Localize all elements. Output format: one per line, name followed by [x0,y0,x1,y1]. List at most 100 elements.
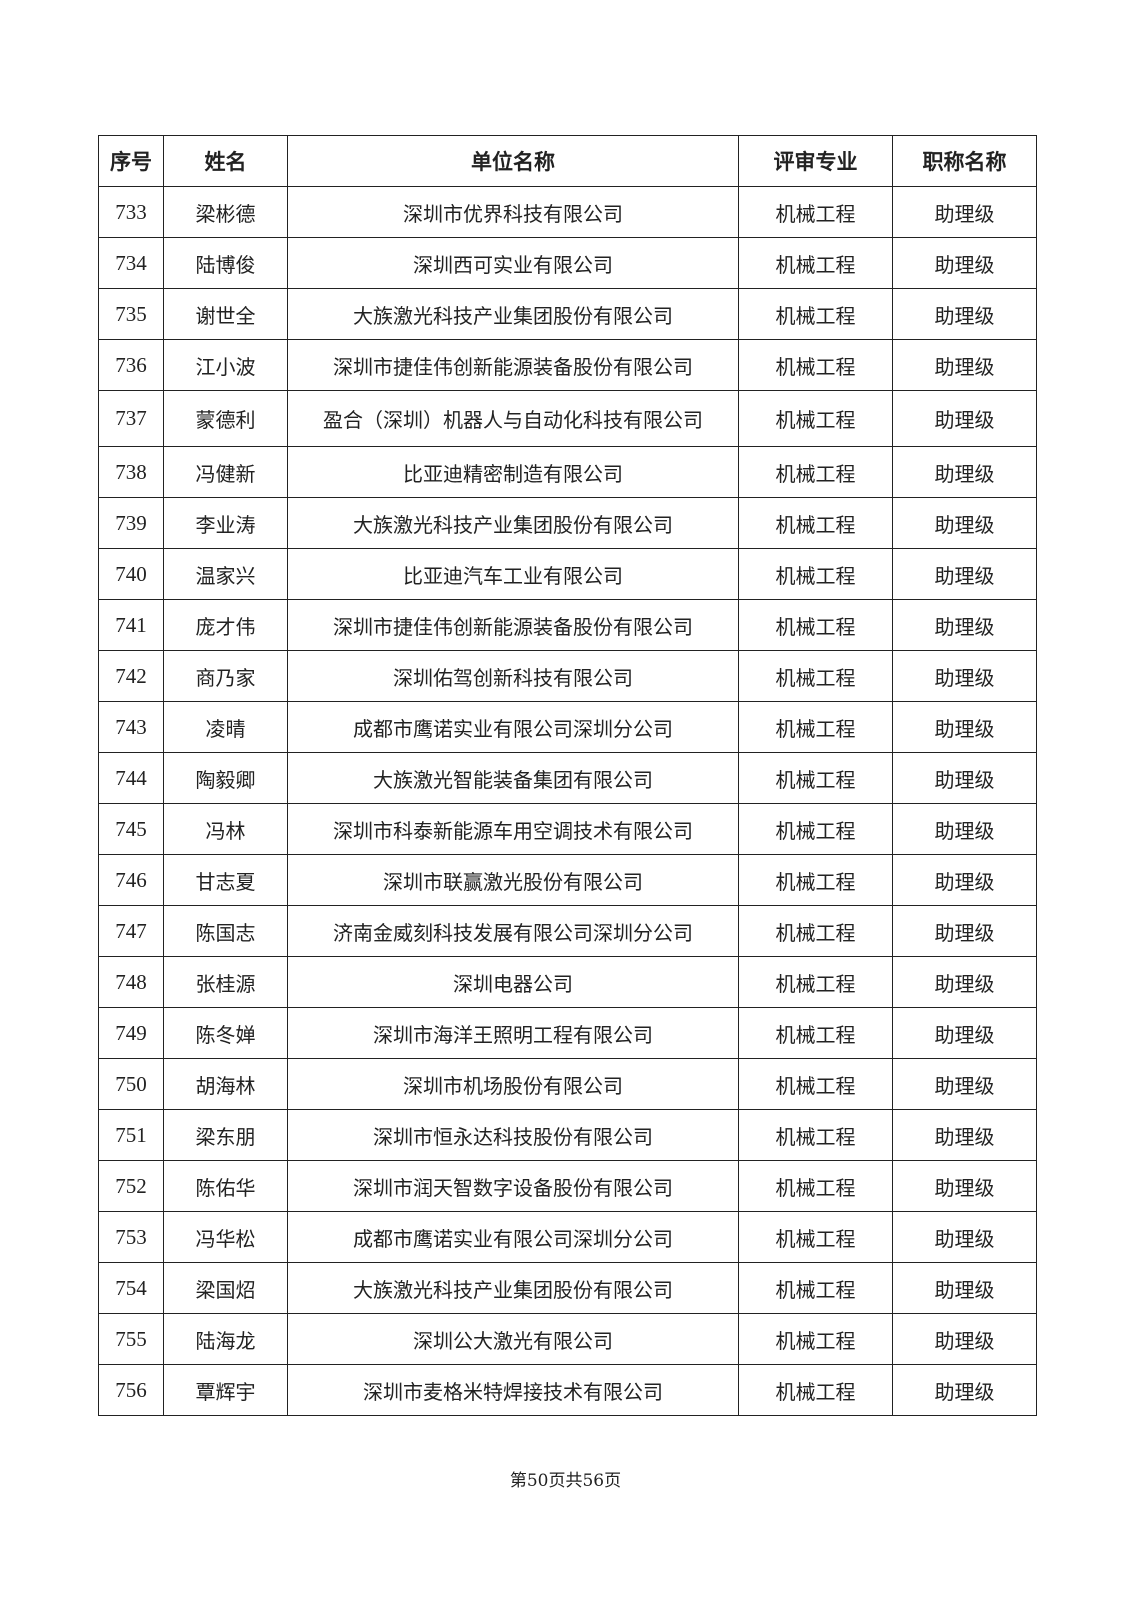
cell-title: 助理级 [892,497,1037,549]
cell-index: 750 [98,1058,164,1110]
personnel-table: 序号 姓名 单位名称 评审专业 职称名称 733 梁彬德 深圳市优界科技有限公司 机械… [98,135,1037,1416]
cell-specialty: 机械工程 [738,1160,893,1212]
cell-index: 753 [98,1211,164,1263]
cell-index: 755 [98,1313,164,1365]
cell-title: 助理级 [892,1007,1037,1059]
cell-title: 助理级 [892,1211,1037,1263]
cell-title: 助理级 [892,650,1037,702]
cell-organization: 比亚迪汽车工业有限公司 [287,548,739,600]
cell-organization: 深圳市捷佳伟创新能源装备股份有限公司 [287,599,739,651]
cell-specialty: 机械工程 [738,752,893,804]
cell-name: 覃辉宇 [163,1364,288,1416]
cell-index: 756 [98,1364,164,1416]
header-name: 姓名 [163,135,288,187]
cell-title: 助理级 [892,599,1037,651]
cell-title: 助理级 [892,339,1037,391]
cell-specialty: 机械工程 [738,650,893,702]
cell-name: 凌晴 [163,701,288,753]
cell-organization: 深圳市麦格米特焊接技术有限公司 [287,1364,739,1416]
cell-organization: 深圳西可实业有限公司 [287,237,739,289]
cell-name: 温家兴 [163,548,288,600]
cell-name: 梁东朋 [163,1109,288,1161]
cell-organization: 大族激光智能装备集团有限公司 [287,752,739,804]
cell-specialty: 机械工程 [738,1211,893,1263]
cell-specialty: 机械工程 [738,905,893,957]
cell-specialty: 机械工程 [738,186,893,238]
cell-specialty: 机械工程 [738,1364,893,1416]
cell-name: 冯健新 [163,446,288,498]
table-row: 748 张桂源 深圳电器公司 机械工程 助理级 [98,956,1037,1008]
table-row: 745 冯林 深圳市科泰新能源车用空调技术有限公司 机械工程 助理级 [98,803,1037,855]
cell-organization: 比亚迪精密制造有限公司 [287,446,739,498]
table-row: 755 陆海龙 深圳公大激光有限公司 机械工程 助理级 [98,1313,1037,1365]
cell-index: 742 [98,650,164,702]
table-row: 746 甘志夏 深圳市联赢激光股份有限公司 机械工程 助理级 [98,854,1037,906]
table-header-row: 序号 姓名 单位名称 评审专业 职称名称 [98,135,1037,187]
table-row: 742 商乃家 深圳佑驾创新科技有限公司 机械工程 助理级 [98,650,1037,702]
cell-title: 助理级 [892,1160,1037,1212]
cell-name: 冯华松 [163,1211,288,1263]
cell-organization: 深圳市捷佳伟创新能源装备股份有限公司 [287,339,739,391]
cell-specialty: 机械工程 [738,288,893,340]
cell-title: 助理级 [892,390,1037,447]
cell-name: 庞才伟 [163,599,288,651]
cell-organization: 深圳市科泰新能源车用空调技术有限公司 [287,803,739,855]
cell-name: 陆海龙 [163,1313,288,1365]
cell-index: 740 [98,548,164,600]
cell-name: 陈冬婵 [163,1007,288,1059]
cell-organization: 深圳市恒永达科技股份有限公司 [287,1109,739,1161]
table-row: 756 覃辉宇 深圳市麦格米特焊接技术有限公司 机械工程 助理级 [98,1364,1037,1416]
cell-title: 助理级 [892,186,1037,238]
cell-specialty: 机械工程 [738,854,893,906]
table-row: 741 庞才伟 深圳市捷佳伟创新能源装备股份有限公司 机械工程 助理级 [98,599,1037,651]
cell-title: 助理级 [892,1313,1037,1365]
cell-specialty: 机械工程 [738,803,893,855]
table-row: 736 江小波 深圳市捷佳伟创新能源装备股份有限公司 机械工程 助理级 [98,339,1037,391]
cell-index: 748 [98,956,164,1008]
cell-title: 助理级 [892,1109,1037,1161]
header-specialty: 评审专业 [738,135,893,187]
table-row: 753 冯华松 成都市鹰诺实业有限公司深圳分公司 机械工程 助理级 [98,1211,1037,1263]
cell-index: 745 [98,803,164,855]
cell-index: 735 [98,288,164,340]
cell-name: 陶毅卿 [163,752,288,804]
cell-organization: 大族激光科技产业集团股份有限公司 [287,288,739,340]
table-row: 735 谢世全 大族激光科技产业集团股份有限公司 机械工程 助理级 [98,288,1037,340]
cell-organization: 大族激光科技产业集团股份有限公司 [287,497,739,549]
page-number: 第50页共56页 [509,1471,622,1491]
cell-specialty: 机械工程 [738,390,893,447]
table-row: 750 胡海林 深圳市机场股份有限公司 机械工程 助理级 [98,1058,1037,1110]
cell-index: 752 [98,1160,164,1212]
table-row: 751 梁东朋 深圳市恒永达科技股份有限公司 机械工程 助理级 [98,1109,1037,1161]
cell-index: 733 [98,186,164,238]
cell-organization: 大族激光科技产业集团股份有限公司 [287,1262,739,1314]
cell-name: 蒙德利 [163,390,288,447]
cell-index: 751 [98,1109,164,1161]
cell-specialty: 机械工程 [738,446,893,498]
cell-name: 谢世全 [163,288,288,340]
cell-title: 助理级 [892,854,1037,906]
table-row: 747 陈国志 济南金威刻科技发展有限公司深圳分公司 机械工程 助理级 [98,905,1037,957]
table-row: 739 李业涛 大族激光科技产业集团股份有限公司 机械工程 助理级 [98,497,1037,549]
cell-name: 胡海林 [163,1058,288,1110]
cell-organization: 深圳市优界科技有限公司 [287,186,739,238]
cell-specialty: 机械工程 [738,497,893,549]
cell-specialty: 机械工程 [738,1058,893,1110]
cell-name: 陈国志 [163,905,288,957]
cell-specialty: 机械工程 [738,1313,893,1365]
table-row: 740 温家兴 比亚迪汽车工业有限公司 机械工程 助理级 [98,548,1037,600]
cell-name: 冯林 [163,803,288,855]
table-row: 743 凌晴 成都市鹰诺实业有限公司深圳分公司 机械工程 助理级 [98,701,1037,753]
cell-index: 747 [98,905,164,957]
cell-name: 江小波 [163,339,288,391]
cell-specialty: 机械工程 [738,956,893,1008]
cell-index: 734 [98,237,164,289]
cell-title: 助理级 [892,701,1037,753]
cell-organization: 深圳市润天智数字设备股份有限公司 [287,1160,739,1212]
table-row: 744 陶毅卿 大族激光智能装备集团有限公司 机械工程 助理级 [98,752,1037,804]
cell-organization: 深圳公大激光有限公司 [287,1313,739,1365]
table-row: 737 蒙德利 盈合（深圳）机器人与自动化科技有限公司 机械工程 助理级 [98,390,1037,447]
cell-organization: 深圳佑驾创新科技有限公司 [287,650,739,702]
cell-organization: 深圳市机场股份有限公司 [287,1058,739,1110]
cell-specialty: 机械工程 [738,339,893,391]
